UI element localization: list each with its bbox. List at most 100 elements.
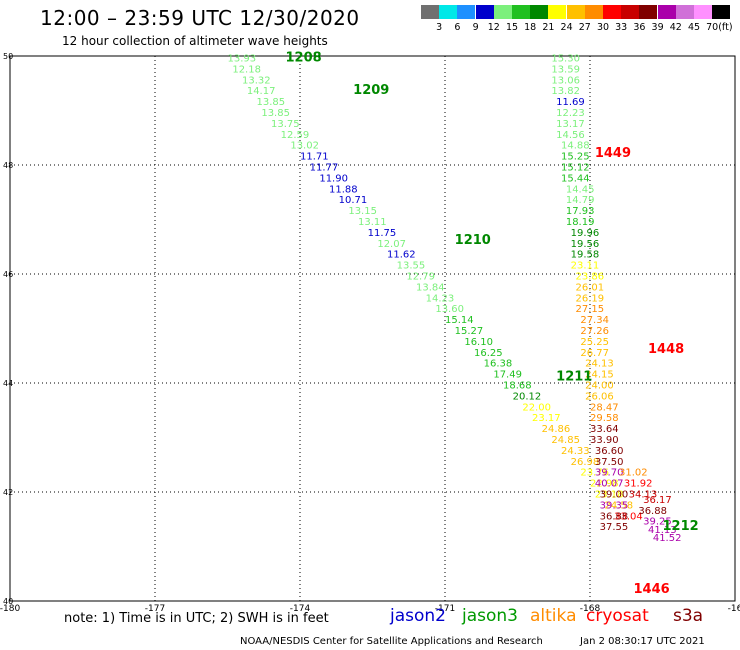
wave-height-value: 14.23 [426,293,455,304]
wave-height-value: 23.17 [532,413,561,424]
color-scale-label: 12 [487,22,500,33]
wave-height-value: 24.33 [561,446,590,457]
wave-height-value: 39.25 [643,517,672,528]
pass-time-label: 1448 [648,342,684,357]
wave-height-value: 36.88 [638,506,667,517]
color-scale-swatch [603,5,621,19]
wave-height-value: 14.79 [566,195,595,206]
wave-height-value: 14.88 [561,141,590,152]
color-scale-swatch [475,5,494,19]
wave-height-value: 41.13 [648,525,677,536]
wave-height-value: 13.85 [257,97,286,108]
wave-height-value: 36.60 [595,446,624,457]
wave-height-value: 10.71 [339,195,368,206]
color-scale-swatch [512,5,530,19]
wave-height-value: 15.12 [561,162,590,173]
y-tick-label: 46 [3,270,13,279]
footnote: note: 1) Time is in UTC; 2) SWH is in fe… [64,611,329,626]
wave-height-value: 15.44 [561,173,590,184]
pass-time-label: 1446 [634,582,670,597]
wave-height-value: 39.00 [600,489,629,500]
wave-height-value: 11.90 [319,173,348,184]
color-scale-label: 42 [669,22,682,33]
wave-height-value: 22.98 [590,479,619,490]
wave-height-value: 24.13 [585,359,614,370]
color-scale-label: 6 [454,22,461,33]
page-title: 12:00 – 23:59 UTC 12/30/2020 [40,6,360,30]
wave-height-value: 19.56 [571,239,600,250]
wave-height-value: 11.75 [368,228,397,239]
satellite-label: jason3 [462,606,518,626]
wave-height-value: 14.56 [556,130,585,141]
color-scale-swatch [421,5,439,19]
wave-height-value: 13.59 [551,64,580,75]
wave-height-value: 37.50 [595,457,624,468]
y-tick-label: 50 [3,52,13,61]
page-subtitle: 12 hour collection of altimeter wave hei… [62,34,328,48]
color-scale-label: 70 [706,22,719,33]
wave-height-value: 16.38 [484,359,513,370]
wave-height-value: 12.07 [377,239,406,250]
wave-height-value: 25.25 [580,337,609,348]
wave-height-value: 26.77 [580,348,609,359]
wave-height-value: 24.58 [605,500,634,511]
wave-height-value: 11.77 [310,162,339,173]
map-frame [9,55,736,602]
wave-height-value: 13.55 [397,261,426,272]
wave-height-value: 13.32 [242,75,271,86]
x-tick-label: -180 [0,604,20,614]
wave-height-value: 41.52 [653,533,682,544]
wave-height-value: 19.58 [571,250,600,261]
x-tick-label: -168 [580,604,601,614]
satellite-label: cryosat [586,606,649,626]
wave-height-value: 23.11 [571,261,600,272]
credit-line: NOAA/NESDIS Center for Satellite Applica… [240,636,543,647]
wave-height-value: 13.84 [416,282,445,293]
wave-height-value: 39.35 [600,500,629,511]
wave-height-value: 24.85 [551,435,580,446]
wave-height-value: 26.98 [571,457,600,468]
wave-height-value: 23.86 [576,271,605,282]
wave-height-value: 17.49 [493,370,522,381]
wave-height-value: 36.17 [643,495,672,506]
wave-height-value: 33.04 [614,511,643,522]
wave-height-value: 16.10 [464,337,493,348]
wave-height-value: 11.69 [556,97,585,108]
wave-height-value: 15.30 [551,53,580,64]
pass-time-label: 1209 [353,83,389,98]
wave-height-value: 15.25 [561,152,590,163]
color-scale-swatch [621,5,640,19]
wave-height-value: 18.19 [566,217,595,228]
wave-height-value: 11.62 [387,250,416,261]
wave-height-value: 11.71 [300,152,329,163]
color-scale-swatch [584,5,603,19]
wave-height-value: 27.34 [580,315,609,326]
wave-height-value: 39.70 [595,468,624,479]
color-scale-label: 30 [596,22,610,33]
wave-height-value: 12.18 [232,64,261,75]
wave-height-value: 26.19 [576,293,605,304]
wave-height-value: 13.17 [556,119,585,130]
wave-height-value: 12.59 [281,130,310,141]
pass-time-label: 1211 [556,369,592,384]
wave-height-value: 22.00 [522,402,551,413]
satellite-label: s3a [673,606,704,626]
wave-height-value: 23.18 [595,489,624,500]
color-scale-swatch [639,5,658,19]
wave-height-value: 36.88 [600,511,629,522]
x-tick-label: -16 [728,604,740,614]
color-scale-swatch [657,5,676,19]
pass-time-label: 1208 [286,50,322,65]
wave-height-value: 31.02 [619,468,648,479]
wave-height-value: 28.47 [590,402,619,413]
color-scale-swatch [712,5,731,19]
wave-height-value: 37.55 [600,522,629,533]
wave-height-value: 34.13 [629,489,658,500]
x-tick-label: -171 [435,604,455,614]
color-scale-swatch [694,5,712,19]
y-tick-label: 42 [3,488,13,497]
wave-height-value: 12.23 [556,108,585,119]
wave-height-value: 12.79 [406,271,435,282]
color-scale-swatch [439,5,458,19]
pass-time-label: 1210 [455,233,491,248]
